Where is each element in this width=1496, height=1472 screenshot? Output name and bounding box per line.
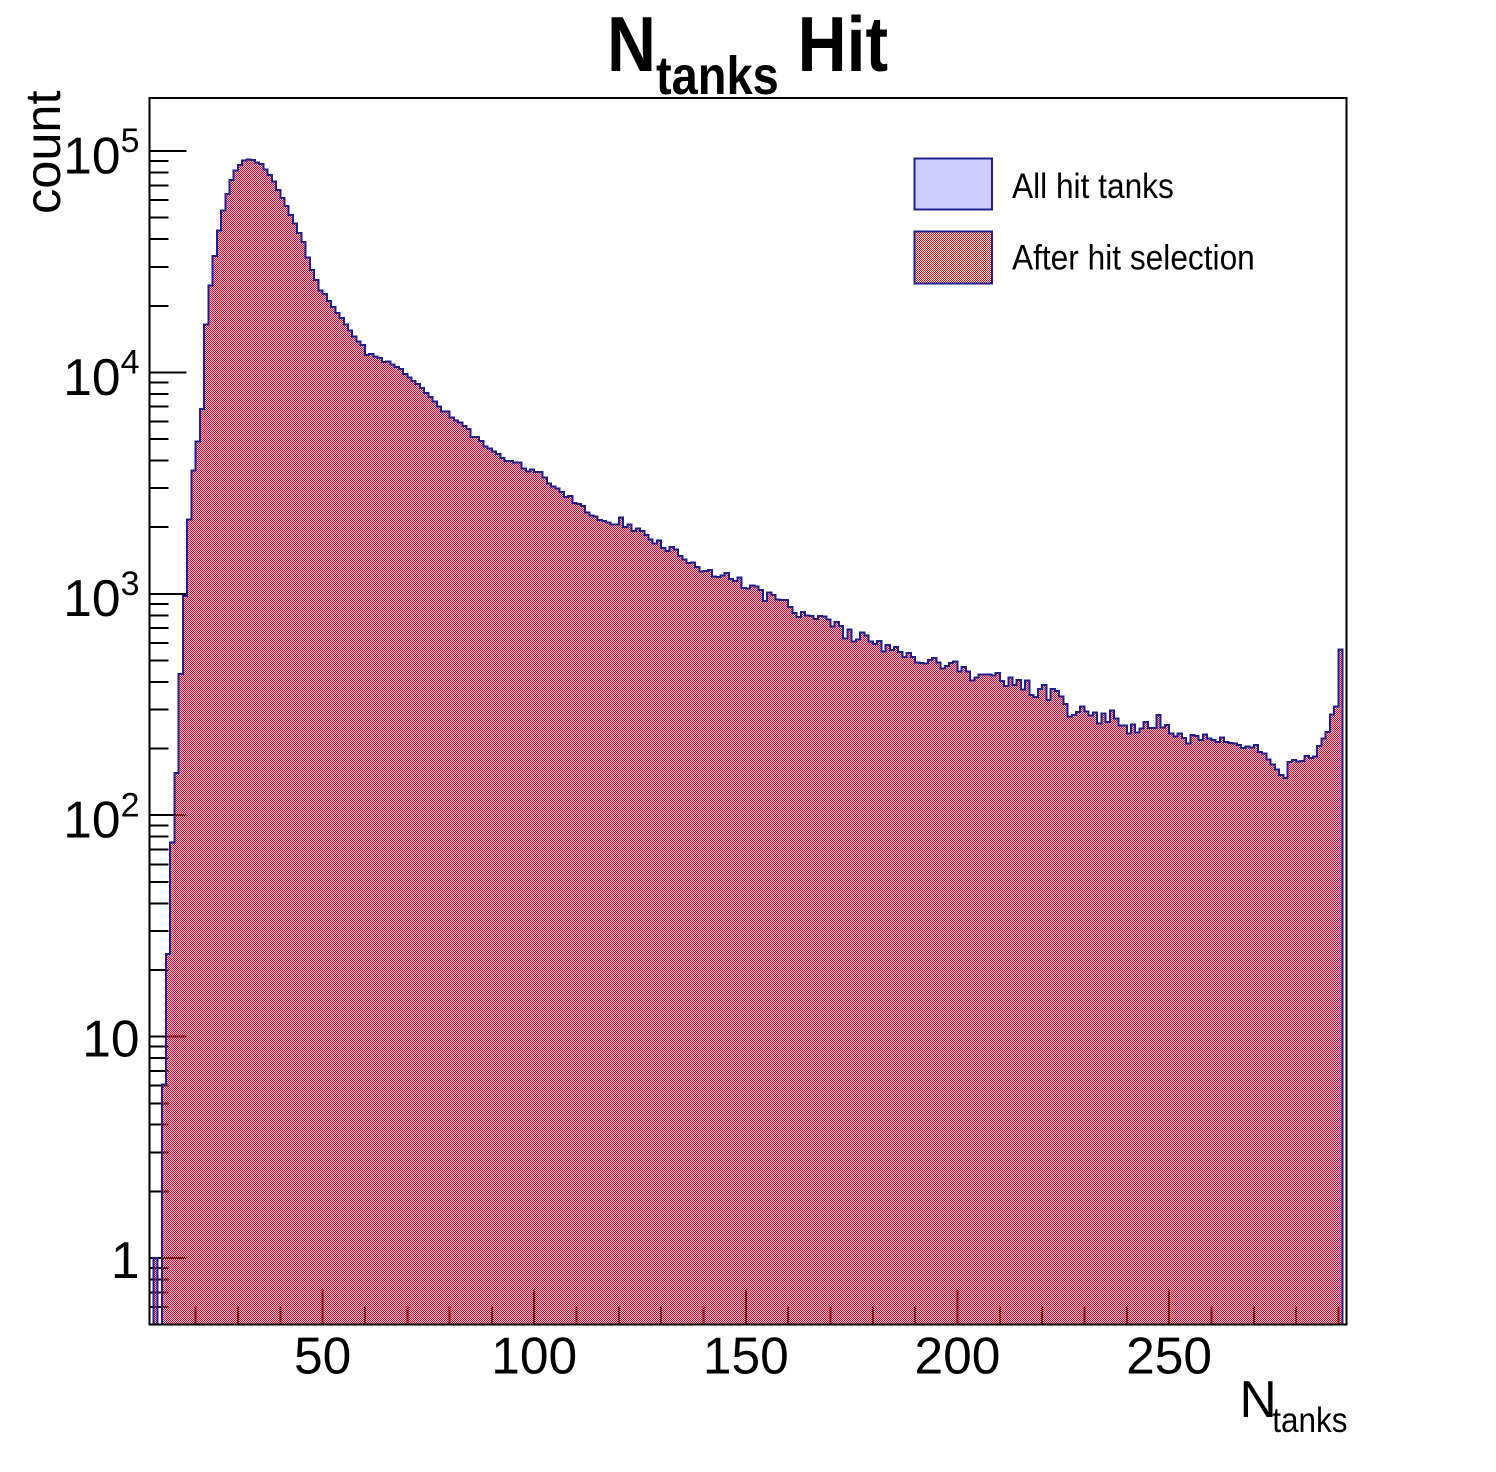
svg-text:250: 250 <box>1126 1327 1212 1385</box>
svg-text:tanks: tanks <box>1272 1402 1347 1441</box>
svg-text:N: N <box>1240 1370 1277 1428</box>
svg-text:All hit tanks: All hit tanks <box>1012 168 1174 207</box>
svg-text:10: 10 <box>82 1010 139 1068</box>
svg-text:1: 1 <box>111 1231 140 1289</box>
svg-text:102: 102 <box>63 786 139 848</box>
svg-text:150: 150 <box>703 1327 789 1385</box>
svg-text:After hit selection: After hit selection <box>1012 239 1255 278</box>
svg-text:count: count <box>14 90 71 214</box>
svg-text:200: 200 <box>915 1327 1001 1385</box>
svg-text:100: 100 <box>491 1327 577 1385</box>
svg-text:50: 50 <box>294 1327 351 1385</box>
